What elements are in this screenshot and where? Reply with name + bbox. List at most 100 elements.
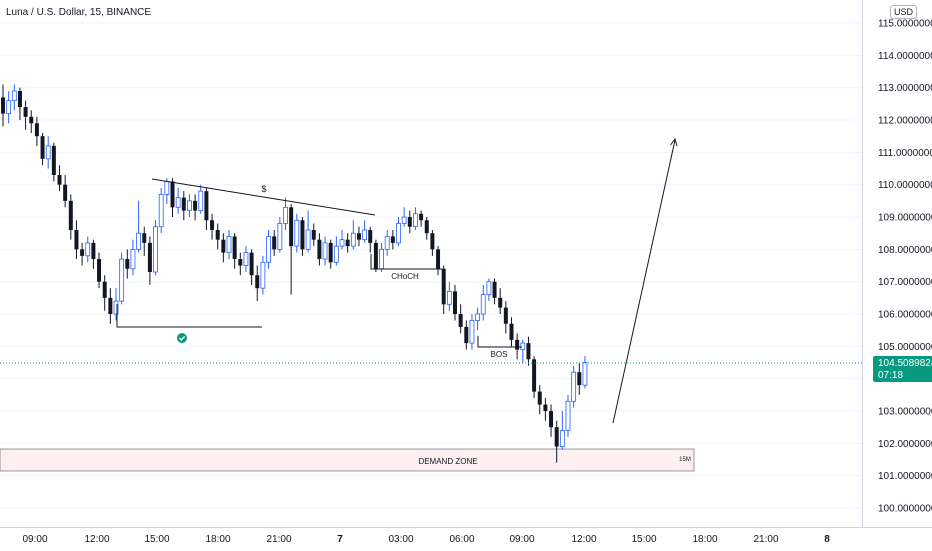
time-tick-label: 12:00: [84, 534, 109, 545]
bear-candle: [526, 343, 531, 360]
price-tick-label: 103.0000000: [878, 407, 932, 418]
demand-zone-label: DEMAND ZONE: [418, 457, 477, 466]
descending-trendline[interactable]: [151, 178, 376, 216]
bull-candle: [294, 219, 300, 247]
currency-label[interactable]: USD: [890, 5, 918, 19]
bull-candle: [153, 226, 158, 273]
bear-candle: [503, 307, 508, 324]
choch-label: CHoCH: [391, 272, 419, 281]
bear-candle: [34, 123, 39, 137]
bos-label: BOS: [491, 350, 508, 359]
bull-candle: [119, 258, 125, 302]
bear-candle: [80, 249, 85, 256]
bull-candle: [350, 232, 356, 247]
bear-candle: [373, 242, 378, 269]
bear-candle: [232, 236, 237, 260]
bull-candle: [243, 252, 249, 266]
bull-candle: [446, 290, 452, 305]
bull-candle: [384, 236, 390, 250]
bar-countdown: 07:18: [878, 370, 904, 381]
time-tick-label: 12:00: [571, 534, 596, 545]
bear-candle: [328, 242, 333, 263]
bear-candle: [390, 236, 395, 243]
bull-candle: [571, 371, 577, 402]
bull-candle: [85, 242, 91, 257]
bear-candle: [509, 323, 514, 340]
time-tick-label: 21:00: [753, 534, 778, 545]
bull-candle: [379, 248, 384, 270]
price-tick-label: 112.0000000: [878, 116, 932, 127]
bull-candle: [113, 300, 119, 315]
bull-candle: [475, 313, 481, 321]
bull-candle: [277, 223, 283, 250]
bull-candle: [266, 236, 271, 263]
bull-candle: [480, 294, 486, 315]
bear-candle: [23, 107, 28, 117]
price-tick-label: 107.0000000: [878, 277, 932, 288]
bear-candle: [108, 297, 113, 315]
price-tick-label: 101.0000000: [878, 471, 932, 482]
time-tick-label: 18:00: [205, 534, 230, 545]
bull-candle: [6, 100, 12, 114]
last-price-tag: 104.5089824 07:18: [873, 356, 932, 382]
bear-candle: [300, 220, 305, 250]
time-axis[interactable]: [0, 527, 932, 551]
bear-candle: [453, 291, 457, 315]
drawings[interactable]: $ CHoCH BOS: [116, 137, 678, 424]
bear-candle: [210, 220, 215, 230]
bull-candle: [226, 236, 232, 253]
price-tick-label: 115.0000000: [878, 19, 932, 30]
candles[interactable]: [1, 84, 588, 463]
bear-candle: [249, 252, 254, 276]
bear-candle: [147, 242, 152, 272]
bear-candle: [356, 233, 361, 240]
bull-candle: [339, 239, 345, 247]
bull-candle: [130, 248, 136, 270]
bear-candle: [577, 372, 582, 386]
bear-candle: [125, 259, 130, 269]
bull-candle: [187, 200, 192, 211]
bear-candle: [97, 259, 102, 282]
bear-candle: [407, 217, 412, 227]
bull-candle: [260, 261, 266, 289]
bear-candle: [515, 339, 520, 350]
bear-candle: [221, 239, 226, 253]
price-tick-label: 100.0000000: [878, 504, 932, 515]
dollar-label: $: [261, 184, 266, 194]
bear-candle: [142, 233, 147, 243]
bear-candle: [17, 90, 22, 108]
grid-lines: [0, 22, 862, 509]
bear-candle: [532, 359, 537, 392]
bear-candle: [419, 213, 424, 221]
time-tick-label: 15:00: [144, 534, 169, 545]
demand-zone[interactable]: DEMAND ZONE 15M: [0, 448, 695, 472]
symbol-legend[interactable]: Luna / U.S. Dollar, 15, BINANCE: [6, 7, 152, 18]
bear-candle: [215, 229, 220, 240]
bull-candle: [158, 193, 164, 228]
bear-candle: [63, 184, 68, 201]
bull-candle: [305, 229, 311, 250]
time-axis-labels: 09:00 12:00 15:00 18:00 21:00 7 03:00 06:00 09:0…: [22, 534, 830, 545]
bear-candle: [436, 249, 441, 269]
bear-candle: [1, 97, 5, 114]
bull-candle: [565, 400, 571, 431]
bear-candle: [204, 191, 209, 221]
price-axis[interactable]: [862, 0, 932, 527]
projection-arrow[interactable]: [612, 137, 678, 424]
price-tick-label: 106.0000000: [878, 310, 932, 321]
support-line[interactable]: [116, 304, 262, 328]
bear-candle: [492, 281, 497, 298]
bear-candle: [554, 427, 559, 447]
demand-zone-timeframe: 15M: [679, 457, 691, 463]
bear-candle: [464, 326, 469, 344]
bos-line[interactable]: [477, 336, 522, 348]
bear-candle: [317, 239, 322, 260]
choch-line[interactable]: [370, 254, 442, 270]
bear-candle: [430, 233, 435, 250]
bear-candle: [549, 411, 554, 428]
bull-candle: [45, 145, 51, 160]
bear-candle: [51, 145, 56, 176]
time-tick-label: 21:00: [266, 534, 291, 545]
bull-candle: [164, 181, 170, 195]
